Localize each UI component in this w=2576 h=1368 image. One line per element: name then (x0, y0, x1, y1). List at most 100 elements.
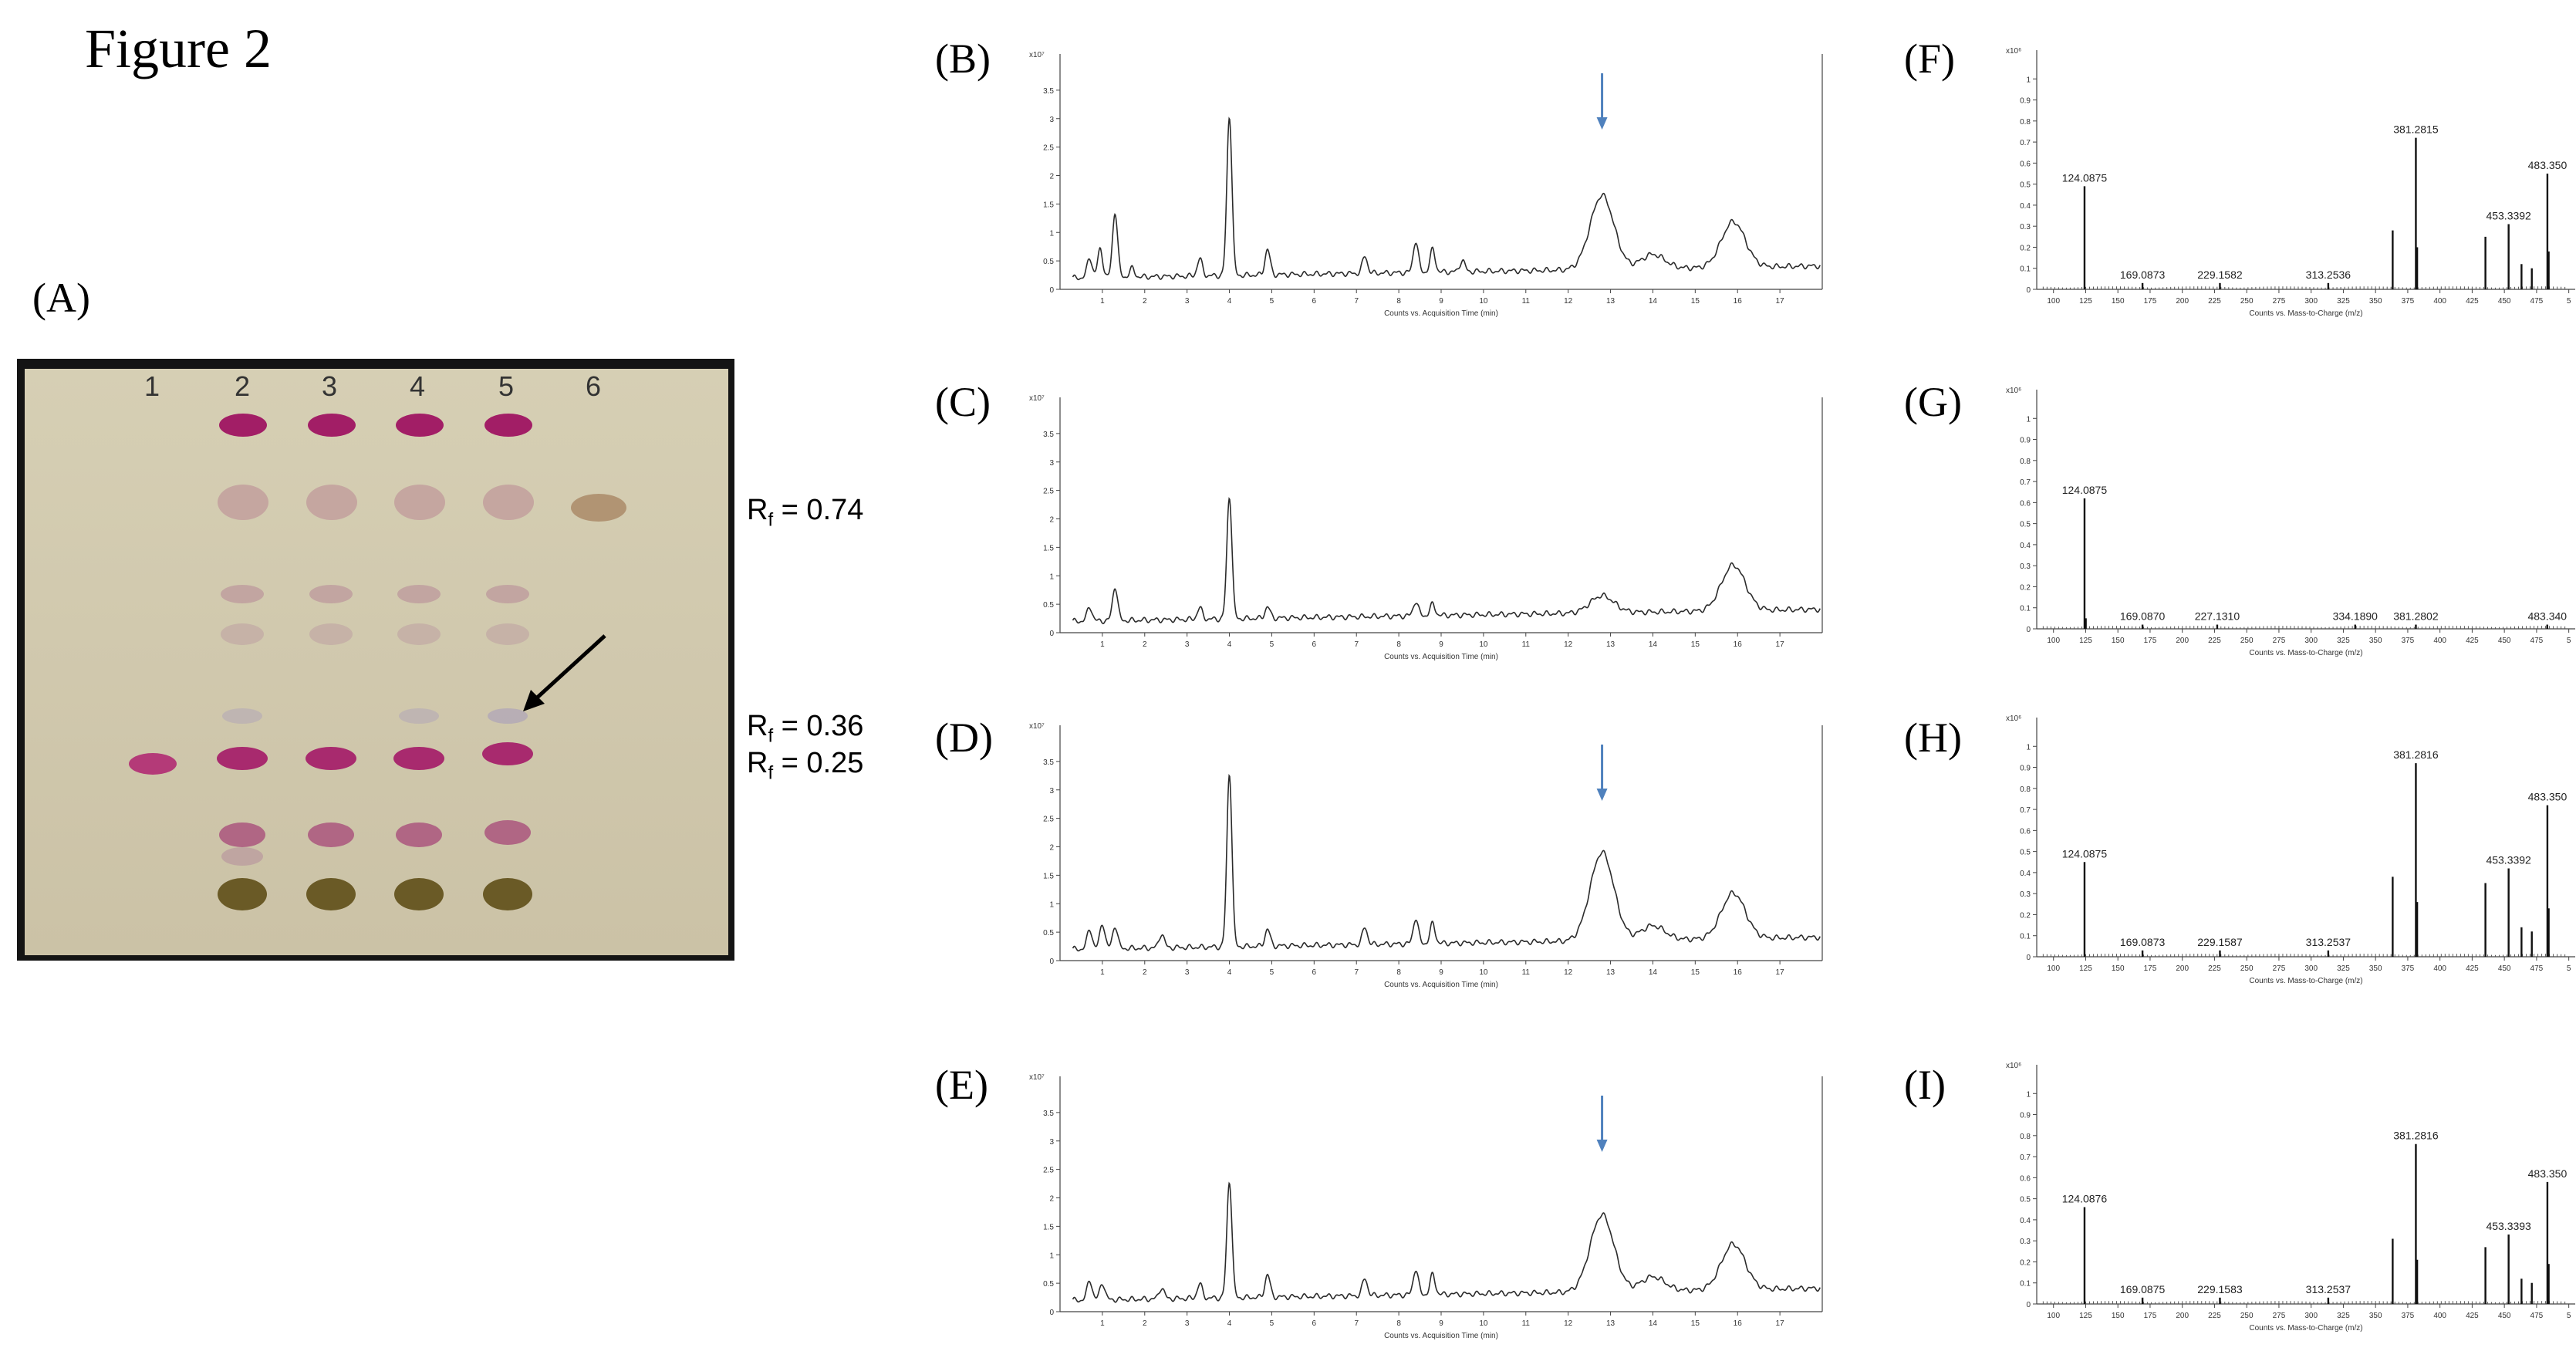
pointer-arrow-icon (523, 634, 606, 711)
x-tick-label: 8 (1396, 297, 1401, 306)
x-tick-label: 425 (2466, 637, 2479, 645)
y-tick-label: 1.5 (1043, 544, 1054, 552)
x-tick-label: 375 (2402, 964, 2415, 973)
tlc-spot (309, 623, 353, 645)
y-tick-label: 0.3 (2020, 223, 2031, 231)
y-tick-label: 2 (1049, 516, 1054, 525)
x-tick-label: 15 (1691, 297, 1700, 306)
x-tick-label: 250 (2240, 964, 2254, 973)
x-tick-label: 100 (2047, 637, 2060, 645)
chromatogram-trace (1072, 774, 1821, 952)
panel-label-h: (H) (1904, 714, 1962, 761)
lane-number: 2 (235, 370, 251, 402)
tlc-spot (221, 585, 264, 603)
y-tick-label: 0.4 (2020, 1217, 2031, 1225)
x-tick-label: 12 (1564, 297, 1573, 306)
x-tick-label: 6 (1312, 968, 1317, 977)
x-tick-label: 14 (1649, 297, 1658, 306)
tlc-spot (218, 878, 267, 910)
x-tick-label: 17 (1776, 968, 1785, 977)
x-tick-label: 12 (1564, 968, 1573, 977)
x-tick-label: 475 (2530, 637, 2544, 645)
x-tick-label: 4 (1227, 640, 1232, 649)
x-tick-label: 400 (2433, 637, 2446, 645)
y-tick-label: 0.1 (2020, 933, 2031, 941)
x-tick-label: 125 (2079, 1312, 2092, 1320)
peak-label: 313.2537 (2306, 936, 2351, 948)
x-tick-label: 11 (1522, 1319, 1531, 1328)
x-tick-label: 15 (1691, 640, 1700, 649)
y-tick-label: 0.7 (2020, 806, 2031, 815)
x-tick-label: 1 (1100, 640, 1105, 649)
y-tick-label: 3.5 (1043, 431, 1054, 439)
x-tick-label: 6 (1312, 640, 1317, 649)
y-tick-label: 0.2 (2020, 1258, 2031, 1267)
tlc-plate: 1 2 3 4 5 6 (25, 369, 728, 955)
x-tick-label: 350 (2369, 297, 2382, 306)
y-tick-label: 0.9 (2020, 437, 2031, 445)
x-tick-label: 325 (2337, 1312, 2350, 1320)
y-tick-label: 1 (2026, 415, 2031, 424)
x-tick-label: 300 (2304, 637, 2318, 645)
tlc-spot (222, 708, 262, 724)
x-tick-label: 275 (2273, 1312, 2286, 1320)
y-scale-label: x10⁷ (1029, 722, 1045, 731)
y-tick-label: 1.5 (1043, 1223, 1054, 1231)
x-tick-label: 475 (2530, 964, 2544, 973)
x-tick-label: 375 (2402, 297, 2415, 306)
tlc-spot (309, 585, 353, 603)
x-tick-label: 9 (1439, 640, 1443, 649)
x-tick-label: 350 (2369, 1312, 2382, 1320)
y-tick-label: 0 (2026, 286, 2031, 295)
x-tick-label: 17 (1776, 297, 1785, 306)
x-tick-label: 200 (2176, 964, 2189, 973)
x-axis-label: Counts vs. Mass-to-Charge (m/z) (2249, 977, 2362, 985)
peak-label: 169.0875 (2120, 1283, 2166, 1295)
x-tick-label: 200 (2176, 297, 2189, 306)
x-tick-label: 12 (1564, 1319, 1573, 1328)
x-tick-label: 425 (2466, 1312, 2479, 1320)
tlc-spot (397, 623, 441, 645)
peak-label: 169.0873 (2120, 269, 2166, 281)
arrow-down-head-icon (1596, 789, 1608, 801)
peak-label: 381.2816 (2393, 1130, 2439, 1142)
y-tick-label: 0.2 (2020, 911, 2031, 920)
x-tick-label: 2 (1143, 968, 1147, 977)
x-axis-label: Counts vs. Mass-to-Charge (m/z) (2249, 649, 2362, 657)
x-tick-label: 175 (2144, 637, 2157, 645)
x-tick-label: 6 (1312, 297, 1317, 306)
x-tick-label: 3 (1185, 640, 1190, 649)
y-tick-label: 1 (1049, 900, 1054, 909)
x-tick-label: 450 (2498, 1312, 2511, 1320)
x-tick-label: 5 (1270, 297, 1274, 306)
lane-number: 4 (410, 370, 426, 402)
tlc-spot (571, 494, 626, 522)
x-tick-label: 13 (1606, 1319, 1615, 1328)
peak-label: 381.2802 (2393, 610, 2439, 623)
chromatogram-b: x10⁷ 0 0.5 1 1.5 2 2.5 3 3.5 1 2 3 4 5 6 7 8 9 10 11 12 13 14 1… (1020, 42, 1842, 324)
tlc-spot (486, 585, 529, 603)
y-tick-label: 0.5 (2020, 1196, 2031, 1204)
tlc-spot (218, 485, 268, 520)
chromatogram-trace (1072, 1181, 1821, 1303)
y-tick-label: 2.5 (1043, 144, 1054, 153)
y-scale-label: x10⁶ (2006, 47, 2021, 56)
x-tick-label: 425 (2466, 964, 2479, 973)
x-tick-label: 150 (2112, 297, 2125, 306)
y-tick-label: 3 (1049, 116, 1054, 124)
peak-label: 483.350 (2528, 791, 2568, 803)
y-tick-label: 0.3 (2020, 890, 2031, 899)
x-tick-label: 13 (1606, 640, 1615, 649)
y-tick-label: 0.1 (2020, 265, 2031, 274)
peak-label: 483.340 (2527, 610, 2567, 623)
y-tick-label: 0 (2026, 1301, 2031, 1309)
lane-number: 1 (144, 370, 160, 402)
panel-label-b: (B) (935, 35, 991, 82)
y-tick-label: 2.5 (1043, 1167, 1054, 1175)
y-tick-label: 0.2 (2020, 583, 2031, 592)
y-tick-label: 2.5 (1043, 488, 1054, 496)
x-tick-label: 100 (2047, 297, 2060, 306)
x-tick-label: 1 (1100, 297, 1105, 306)
x-tick-label: 10 (1479, 640, 1488, 649)
